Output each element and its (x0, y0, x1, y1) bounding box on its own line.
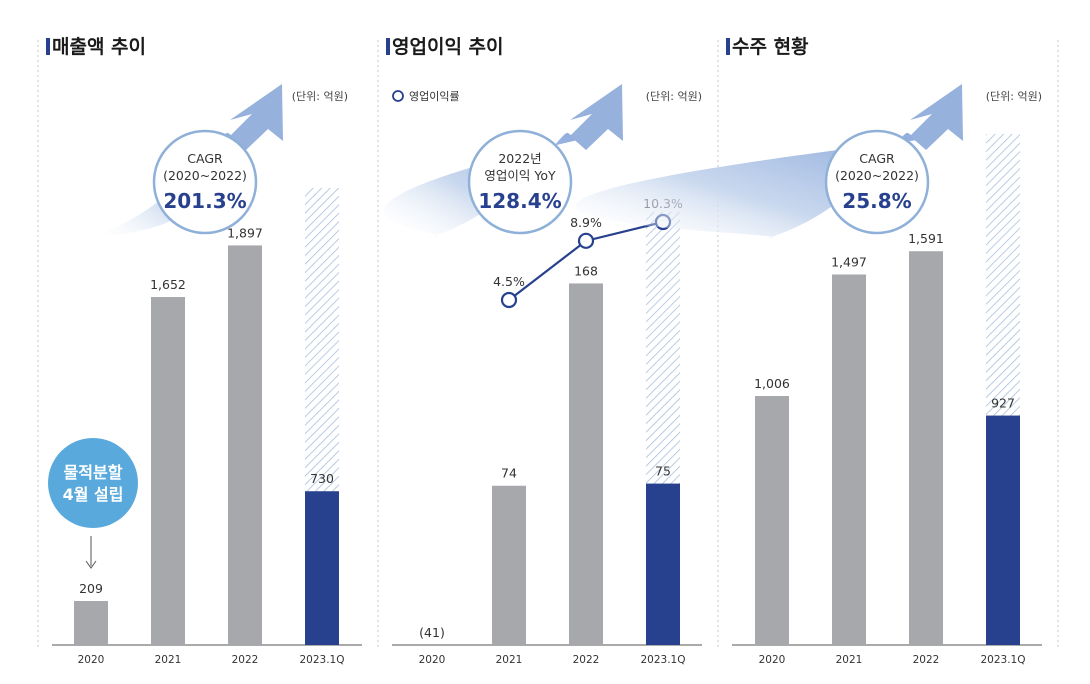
x-tick-label: 2020 (78, 654, 105, 666)
bubble-line1: CAGR (859, 151, 895, 166)
callout-line1: 물적분할 (64, 463, 123, 482)
title-marker (726, 38, 730, 55)
bubble-value: 201.3% (163, 189, 246, 213)
x-tick-label: 2021 (496, 654, 523, 666)
x-tick-label: 2020 (419, 654, 446, 666)
bar (986, 415, 1020, 645)
highlight-bubble (467, 129, 573, 235)
bar (492, 485, 526, 645)
bar-value-label: 168 (574, 263, 598, 278)
growth-arrow-icon (570, 84, 623, 150)
bar (832, 274, 866, 645)
bubble-value: 25.8% (842, 189, 911, 213)
bar (228, 245, 262, 646)
bar (646, 483, 680, 645)
panel-1: 매출액 추이 (단위: 억원) 209 2020 1,652 2021 1,897 2022 7… (46, 36, 362, 666)
line-point (577, 232, 595, 249)
bar-value-label: 730 (310, 471, 334, 486)
bar (151, 297, 185, 645)
x-tick-label: 2022 (573, 654, 600, 666)
x-tick-label: 2022 (913, 654, 940, 666)
bubble-line2: (2020~2022) (835, 168, 919, 183)
panel-3: 수주 현황 (단위: 억원) 1,006 2020 1,497 2021 1,591 2022… (575, 35, 1042, 666)
x-tick-label: 2021 (155, 654, 182, 666)
x-tick-label: 2023.1Q (299, 654, 344, 666)
line-value-label: 4.5% (493, 274, 525, 289)
unit-label: (단위: 억원) (646, 90, 702, 103)
bar-value-label: 1,591 (908, 231, 944, 246)
line-point (500, 291, 518, 309)
bar (909, 251, 943, 646)
bubble-value: 128.4% (478, 189, 561, 213)
line-value-label: 8.9% (570, 215, 602, 230)
bar-value-label: 1,006 (754, 376, 790, 391)
bubble-line1: CAGR (187, 151, 223, 166)
unit-label: (단위: 억원) (292, 90, 348, 103)
x-tick-label: 2023.1Q (640, 654, 685, 666)
x-tick-label: 2023.1Q (980, 654, 1025, 666)
title-marker (386, 38, 390, 55)
bar-value-label: 1,897 (227, 225, 263, 240)
bar (305, 491, 339, 645)
bar-value-label: 927 (991, 396, 1015, 411)
callout-line2: 4월 설립 (63, 485, 124, 504)
bar (755, 396, 789, 645)
callout-arrow-icon (85, 560, 97, 569)
growth-arrow-icon (910, 84, 963, 150)
x-tick-label: 2022 (232, 654, 259, 666)
legend-label: 영업이익률 (409, 90, 460, 103)
bar-value-label: 75 (655, 464, 671, 479)
panel-2: 영업이익 추이 (단위: 억원) (41) 2020 74 2021 168 2022 75 20… (383, 36, 702, 666)
chart-title: 수주 현황 (732, 35, 809, 58)
unit-label: (단위: 억원) (986, 90, 1042, 103)
highlight-bubble (152, 129, 258, 235)
bar (74, 600, 108, 645)
bubble-line1: 2022년 (498, 151, 541, 166)
bar (569, 283, 603, 645)
legend-marker (392, 90, 404, 102)
bubble-line2: (2020~2022) (163, 168, 247, 183)
bubble-line2: 영업이익 YoY (484, 168, 556, 183)
bar-value-label: 209 (79, 581, 103, 596)
bar-value-label: (41) (419, 625, 445, 640)
x-tick-label: 2020 (759, 654, 786, 666)
title-marker (46, 38, 50, 55)
bar-value-label: 1,497 (831, 254, 867, 269)
chart-title: 영업이익 추이 (392, 36, 504, 58)
growth-arrow-icon (230, 84, 283, 150)
bar-value-label: 74 (501, 466, 517, 481)
callout-circle (48, 438, 138, 528)
bar-value-label: 1,652 (150, 277, 186, 292)
chart-title: 매출액 추이 (52, 36, 146, 58)
x-tick-label: 2021 (836, 654, 863, 666)
highlight-bubble (824, 129, 930, 235)
